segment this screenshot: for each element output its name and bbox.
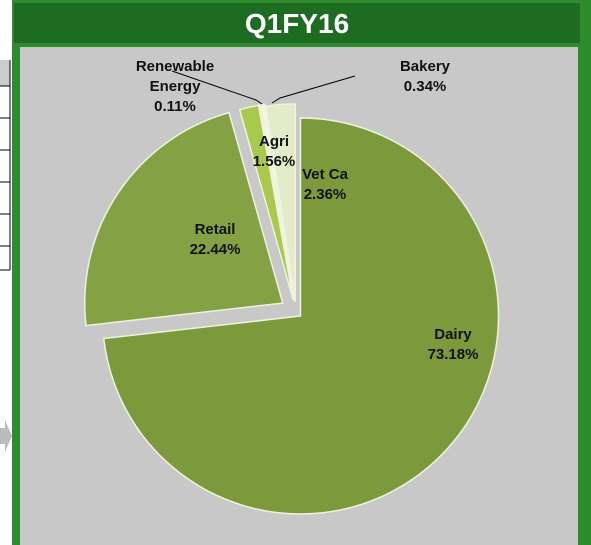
label-text: 1.56% bbox=[252, 153, 296, 170]
label-text: 0.34% bbox=[403, 78, 447, 95]
leader-line bbox=[271, 75, 356, 104]
label-text: 2.36% bbox=[303, 186, 347, 203]
title-bar bbox=[14, 3, 580, 43]
leader-line bbox=[171, 70, 263, 105]
pie-slice bbox=[265, 103, 297, 303]
label-text: 73.18% bbox=[427, 346, 479, 363]
data-label: Renewable Energy 0.11% bbox=[120, 57, 230, 117]
data-label: Dairy 73.18% bbox=[408, 325, 498, 365]
data-label: Agri 1.56% bbox=[244, 132, 304, 172]
label-text: Dairy bbox=[434, 326, 472, 343]
pie-slice bbox=[102, 117, 500, 515]
data-label: Vet Ca 2.36% bbox=[290, 165, 360, 205]
pie-slice bbox=[259, 103, 295, 301]
label-text: 22.44% bbox=[189, 241, 241, 258]
data-label: Retail 22.44% bbox=[170, 220, 260, 260]
label-text: Renewable Energy bbox=[135, 58, 215, 95]
label-text: Vet Ca bbox=[302, 166, 348, 183]
table-fragment bbox=[0, 60, 11, 271]
label-text: Agri bbox=[259, 133, 289, 150]
pie-slice bbox=[83, 111, 284, 327]
label-text: Retail bbox=[194, 221, 236, 238]
data-label: Bakery 0.34% bbox=[385, 57, 465, 97]
label-text: 0.11% bbox=[154, 98, 196, 115]
label-text: Bakery bbox=[399, 58, 451, 75]
chart-title: Q1FY16 bbox=[244, 8, 350, 39]
arrow bbox=[0, 420, 12, 452]
